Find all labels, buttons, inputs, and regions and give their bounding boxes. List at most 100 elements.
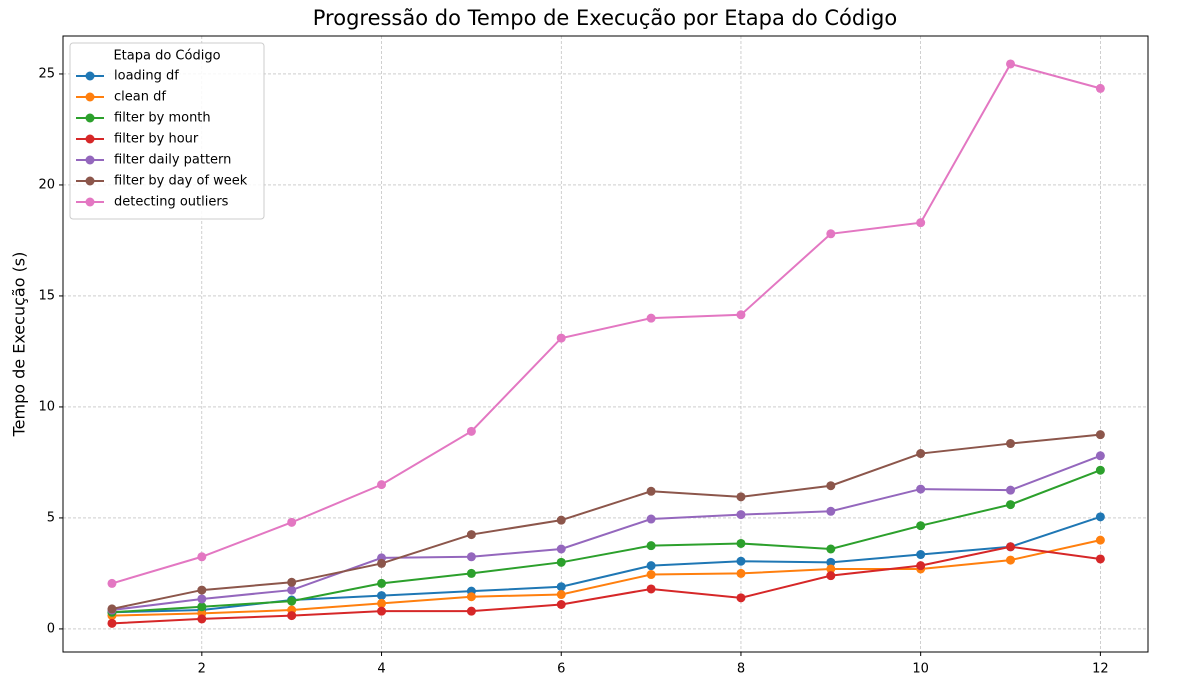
legend-marker <box>85 176 95 186</box>
point <box>736 310 746 320</box>
point <box>646 313 656 323</box>
point <box>826 557 836 567</box>
legend-marker <box>85 134 95 144</box>
legend-label: clean df <box>114 90 166 105</box>
point <box>826 564 836 574</box>
point <box>916 218 926 228</box>
point <box>377 598 387 608</box>
series-line <box>111 469 1101 614</box>
x-tick-label: 4 <box>377 662 385 677</box>
point <box>916 484 926 494</box>
point <box>197 585 207 595</box>
x-tick-label: 8 <box>737 662 745 677</box>
point <box>107 604 117 614</box>
point <box>466 426 476 436</box>
point <box>826 544 836 554</box>
legend-label: filter daily pattern <box>114 153 231 168</box>
point <box>1095 554 1105 564</box>
y-tick-label: 15 <box>38 288 55 303</box>
point <box>1006 485 1016 495</box>
legend-label: filter by day of week <box>114 174 248 189</box>
point <box>377 480 387 490</box>
point <box>916 521 926 531</box>
point <box>107 578 117 588</box>
point <box>287 585 297 595</box>
y-tick-label: 20 <box>38 177 55 192</box>
point <box>466 592 476 602</box>
point <box>197 614 207 624</box>
x-tick-label: 12 <box>1092 662 1109 677</box>
point <box>646 570 656 580</box>
point <box>197 602 207 612</box>
y-tick-label: 10 <box>38 399 55 414</box>
y-tick-label: 5 <box>47 510 55 525</box>
point <box>107 618 117 628</box>
point <box>646 541 656 551</box>
point <box>736 556 746 566</box>
series-line <box>111 539 1101 617</box>
point <box>556 333 566 343</box>
point <box>736 510 746 520</box>
point <box>916 561 926 571</box>
point <box>736 492 746 502</box>
y-tick-label: 25 <box>38 66 55 81</box>
point <box>736 593 746 603</box>
point <box>287 596 297 606</box>
point <box>1095 83 1105 93</box>
series-line <box>111 433 1101 610</box>
legend-title: Etapa do Código <box>113 49 220 64</box>
legend-box <box>69 42 265 220</box>
y-axis-label: Tempo de Execução (s) <box>10 252 29 438</box>
point <box>646 561 656 571</box>
point <box>826 481 836 491</box>
point <box>736 538 746 548</box>
point <box>826 571 836 581</box>
legend-marker <box>85 155 95 165</box>
point <box>1006 542 1016 552</box>
series-line <box>111 545 1101 625</box>
point <box>466 530 476 540</box>
point <box>1006 439 1016 449</box>
point <box>916 550 926 560</box>
point <box>197 552 207 562</box>
x-tick-label: 2 <box>198 662 206 677</box>
point <box>826 506 836 516</box>
point <box>646 486 656 496</box>
point <box>556 599 566 609</box>
legend-label: filter by month <box>114 111 211 126</box>
legend-label: filter by hour <box>114 132 199 147</box>
point <box>1095 512 1105 522</box>
plot-frame <box>62 35 1149 653</box>
series-line <box>111 62 1101 585</box>
point <box>377 606 387 616</box>
point <box>556 544 566 554</box>
point <box>556 582 566 592</box>
series-line <box>111 515 1101 614</box>
point <box>466 568 476 578</box>
point <box>826 229 836 239</box>
point <box>556 515 566 525</box>
point <box>466 552 476 562</box>
point <box>197 594 207 604</box>
legend-label: loading df <box>114 69 179 84</box>
series-line <box>111 454 1101 612</box>
point <box>287 577 297 587</box>
point <box>1095 535 1105 545</box>
point <box>1095 451 1105 461</box>
legend-marker <box>85 113 95 123</box>
point <box>287 517 297 527</box>
point <box>1006 555 1016 565</box>
chart-title: Progressão do Tempo de Execução por Etap… <box>313 6 897 30</box>
point <box>1006 500 1016 510</box>
point <box>377 578 387 588</box>
legend-marker <box>85 92 95 102</box>
point <box>1006 59 1016 69</box>
point <box>646 584 656 594</box>
point <box>1095 430 1105 440</box>
point <box>736 568 746 578</box>
point <box>287 611 297 621</box>
point <box>377 591 387 601</box>
point <box>916 449 926 459</box>
point <box>646 514 656 524</box>
